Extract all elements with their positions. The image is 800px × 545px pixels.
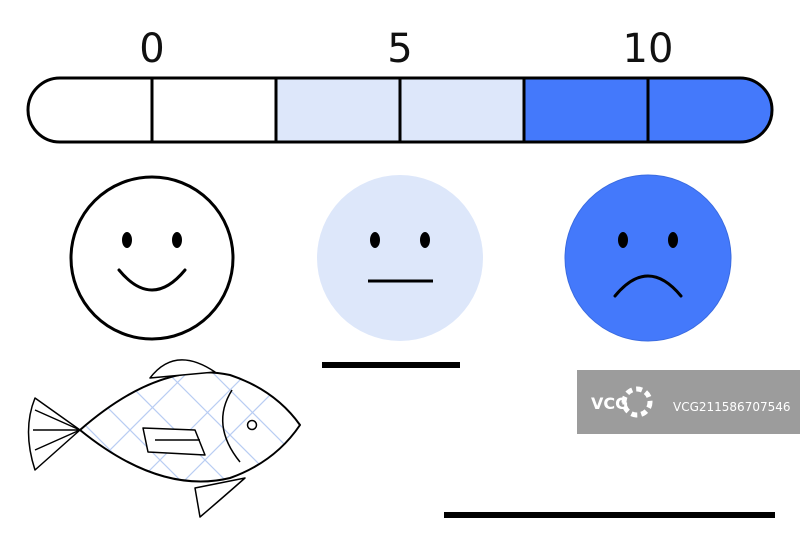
watermark: VCG VCG211586707546 xyxy=(577,370,800,434)
scale-bar: 0 5 10 xyxy=(26,26,774,144)
dividers xyxy=(150,78,650,142)
neutral-face xyxy=(317,175,483,341)
sad-face xyxy=(564,174,732,342)
scale-label: 5 xyxy=(387,26,412,72)
scale-label: 0 xyxy=(139,26,164,72)
happy-face xyxy=(69,175,235,341)
fish xyxy=(27,359,301,518)
scale-label: 10 xyxy=(623,26,674,72)
watermark-logo: VCG xyxy=(591,394,628,413)
watermark-id: VCG211586707546 xyxy=(673,400,791,414)
